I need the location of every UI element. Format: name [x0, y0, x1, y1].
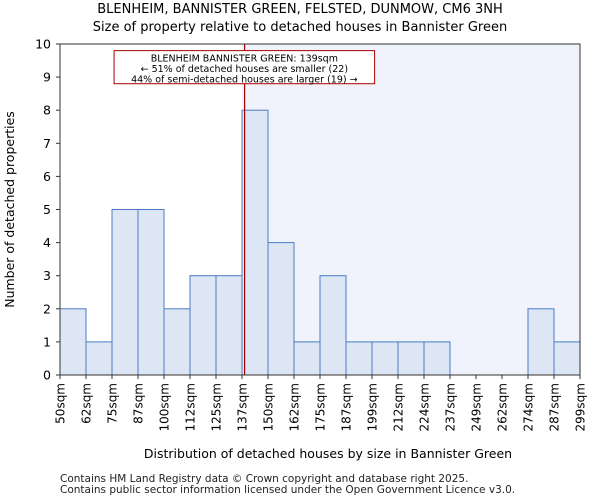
bar-50sqm — [59, 308, 87, 376]
bar-199sqm — [371, 341, 399, 376]
x-tick-label: 237sqm — [444, 383, 458, 431]
x-tick-label: 75sqm — [106, 383, 120, 424]
x-tick-label: 187sqm — [340, 383, 354, 431]
y-tick-label: 3 — [43, 268, 51, 283]
bar-224sqm — [423, 341, 451, 376]
footer-line-2: Contains public sector information licen… — [60, 484, 516, 496]
bar-87sqm — [137, 209, 165, 376]
y-tick-label: 6 — [43, 169, 51, 184]
bar-100sqm — [163, 308, 191, 376]
x-tick-label: 87sqm — [132, 383, 146, 424]
footer-line-1: Contains HM Land Registry data © Crown c… — [60, 473, 469, 485]
x-tick-label: 100sqm — [158, 383, 172, 431]
annotation-box: BLENHEIM BANNISTER GREEN: 139sqm ← 51% o… — [113, 50, 376, 86]
annotation-line-3: 44% of semi-detached houses are larger (… — [131, 75, 358, 86]
bar-137sqm — [241, 109, 269, 376]
x-tick-label: 162sqm — [288, 383, 302, 431]
x-tick-label: 224sqm — [418, 383, 432, 431]
bar-125sqm — [215, 275, 243, 376]
x-tick-label: 262sqm — [496, 383, 510, 431]
x-tick-label: 50sqm — [54, 383, 68, 424]
annotation-line-1: BLENHEIM BANNISTER GREEN: 139sqm — [151, 54, 338, 65]
chart-subtitle: Size of property relative to detached ho… — [92, 20, 508, 35]
x-tick-label: 199sqm — [366, 383, 380, 431]
y-tick-label: 0 — [43, 368, 51, 383]
chart-title: BLENHEIM, BANNISTER GREEN, FELSTED, DUNM… — [97, 2, 503, 17]
x-tick-label: 125sqm — [210, 383, 224, 431]
x-tick-label: 175sqm — [314, 383, 328, 431]
highlight-region — [242, 44, 580, 375]
y-tick-label: 7 — [43, 136, 51, 151]
bar-187sqm — [345, 341, 373, 376]
x-tick-label: 299sqm — [574, 383, 588, 431]
x-axis-label: Distribution of detached houses by size … — [144, 446, 512, 461]
y-tick-label: 10 — [35, 37, 51, 52]
bar-75sqm — [111, 209, 139, 376]
bar-212sqm — [397, 341, 425, 376]
bar-162sqm — [293, 341, 321, 376]
bar-150sqm — [267, 242, 295, 376]
bar-62sqm — [85, 341, 113, 376]
x-tick-label: 287sqm — [548, 383, 562, 431]
y-tick-label: 2 — [43, 301, 51, 316]
bar-274sqm — [527, 308, 555, 376]
bar-287sqm — [553, 341, 581, 376]
x-tick-label: 137sqm — [236, 383, 250, 431]
histogram-chart: BLENHEIM BANNISTER GREEN: 139sqm ← 51% o… — [2, 37, 588, 462]
x-tick-label: 249sqm — [470, 383, 484, 431]
y-tick-label: 4 — [43, 235, 51, 250]
x-tick-label: 150sqm — [262, 383, 276, 431]
bar-175sqm — [319, 275, 347, 376]
y-tick-label: 9 — [43, 70, 51, 85]
y-axis-label: Number of detached properties — [2, 111, 17, 308]
y-tick-label: 1 — [43, 334, 51, 349]
x-tick-label: 112sqm — [184, 383, 198, 431]
y-tick-label: 8 — [43, 103, 51, 118]
bar-112sqm — [189, 275, 217, 376]
annotation-line-2: ← 51% of detached houses are smaller (22… — [141, 64, 348, 75]
x-tick-label: 62sqm — [80, 383, 94, 424]
y-tick-label: 5 — [43, 202, 51, 217]
x-tick-label: 274sqm — [522, 383, 536, 431]
x-tick-label: 212sqm — [392, 383, 406, 431]
